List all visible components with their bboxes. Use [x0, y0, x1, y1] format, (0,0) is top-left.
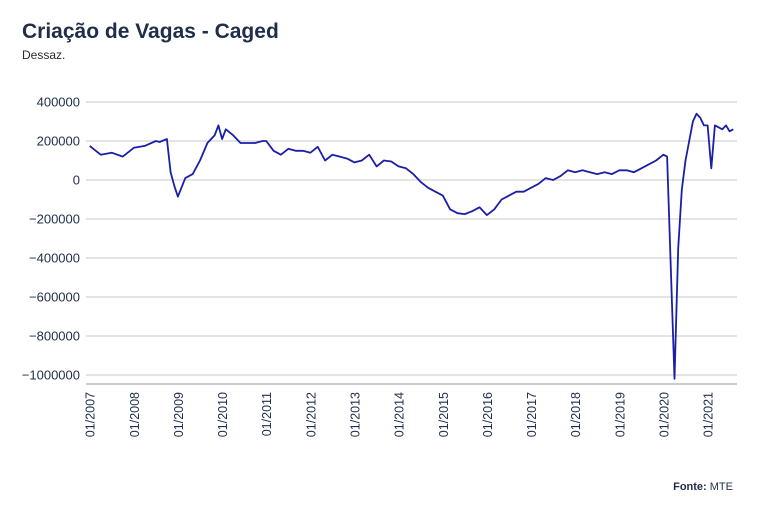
- source-label: Fonte:: [673, 481, 707, 493]
- x-tick-label: 01/2020: [657, 392, 671, 437]
- source-value: MTE: [709, 481, 733, 493]
- y-tick-label: −1000000: [22, 368, 80, 383]
- x-tick-label: 01/2008: [128, 392, 142, 437]
- y-tick-label: 200000: [37, 134, 80, 149]
- source-note: Fonte: MTE: [673, 481, 733, 493]
- grid-lines: [86, 101, 737, 376]
- x-tick-label: 01/2018: [569, 392, 583, 437]
- x-tick-label: 01/2017: [525, 392, 539, 437]
- y-axis: 400000 200000 0 −200000 −400000 −600000 −80000…: [22, 95, 80, 383]
- chart-title: Criação de Vagas - Caged: [22, 20, 279, 43]
- x-tick-label: 01/2012: [304, 392, 318, 437]
- y-tick-label: 0: [73, 173, 80, 188]
- x-tick-label: 01/2011: [260, 392, 274, 436]
- y-tick-label: −200000: [29, 212, 80, 227]
- x-tick-label: 01/2021: [702, 392, 716, 437]
- y-tick-label: 400000: [37, 95, 80, 110]
- x-tick-label: 01/2013: [348, 392, 362, 437]
- y-tick-label: −800000: [29, 329, 80, 344]
- y-tick-label: −600000: [29, 290, 80, 305]
- x-tick-label: 01/2015: [437, 392, 451, 437]
- x-tick-label: 01/2014: [393, 392, 407, 437]
- x-tick-label: 01/2009: [172, 392, 186, 437]
- x-tick-label: 01/2019: [613, 392, 627, 437]
- series-line: [89, 112, 734, 380]
- x-tick-label: 01/2016: [481, 392, 495, 437]
- chart-subtitle: Dessaz.: [22, 48, 66, 62]
- x-tick-labels: 01/2007 01/2008 01/2009 01/2010 01/2011 01/20…: [84, 392, 716, 437]
- y-tick-label: −400000: [29, 251, 80, 266]
- x-tick-label: 01/2007: [84, 392, 98, 437]
- x-tick-label: 01/2010: [216, 392, 230, 437]
